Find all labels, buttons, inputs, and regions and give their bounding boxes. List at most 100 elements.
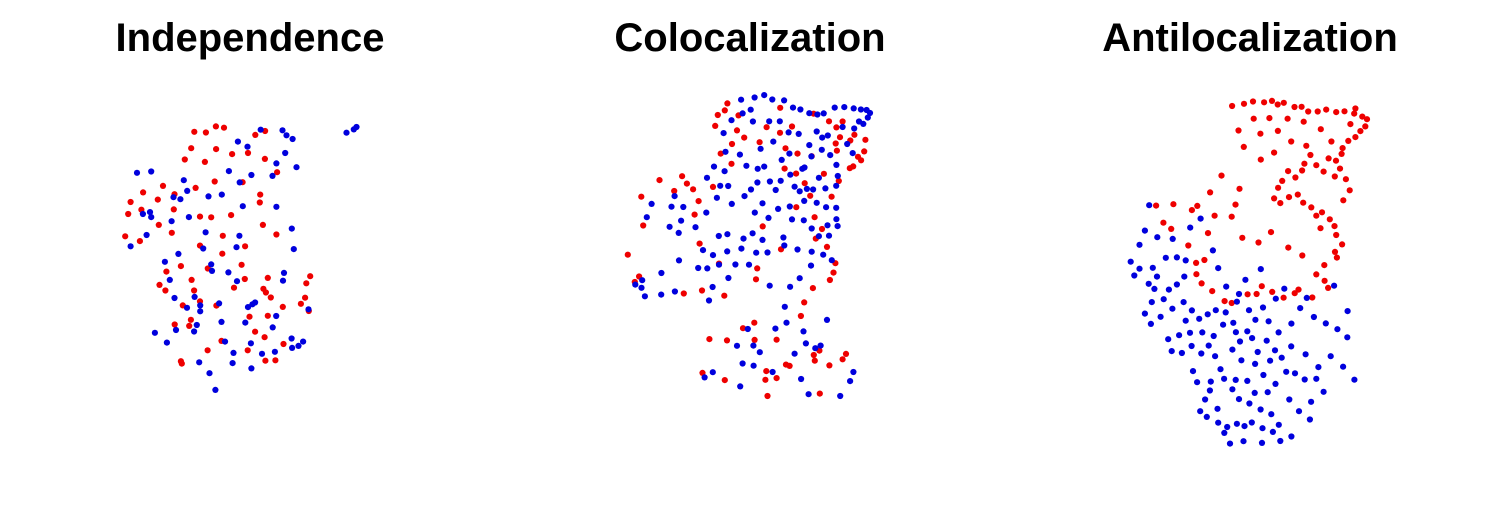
scatter-point	[1209, 247, 1216, 254]
scatter-point	[1186, 329, 1194, 336]
scatter-point	[781, 165, 788, 172]
scatter-point	[680, 290, 687, 297]
scatter-point	[1297, 305, 1304, 312]
scatter-point	[1197, 408, 1204, 415]
scatter-point	[675, 257, 683, 264]
scatter-point	[1315, 364, 1322, 371]
scatter-point	[701, 374, 708, 381]
scatter-point	[1187, 224, 1194, 231]
scatter-point	[1194, 379, 1201, 386]
scatter-point	[1331, 282, 1338, 289]
scatter-point	[1274, 127, 1281, 134]
scatter-point	[1339, 145, 1346, 152]
scatter-point	[824, 132, 831, 139]
scatter-point	[257, 191, 264, 198]
scatter-point	[1217, 366, 1224, 373]
scatter-point	[202, 229, 209, 236]
series-red	[1153, 97, 1371, 307]
scatter-point	[1189, 368, 1197, 375]
scatter-point	[1275, 329, 1282, 336]
scatter-point	[1302, 351, 1309, 358]
scatter-point	[833, 204, 840, 211]
scatter-point	[229, 360, 236, 367]
scatter-point	[154, 196, 161, 203]
scatter-point	[1221, 375, 1228, 382]
scatter-point	[1333, 109, 1340, 116]
scatter-point	[170, 206, 177, 213]
scatter-point	[794, 246, 801, 253]
scatter-point	[721, 168, 728, 175]
scatter-point	[1178, 349, 1185, 357]
scatter-point	[1277, 437, 1284, 445]
scatter-point	[788, 216, 796, 223]
scatter-point	[204, 347, 211, 354]
scatter-point	[1301, 160, 1308, 167]
scatter-point	[777, 104, 784, 111]
scatter-point	[1197, 215, 1204, 222]
scatter-point	[1261, 99, 1268, 106]
scatter-point	[1351, 376, 1358, 383]
scatter-point	[857, 106, 864, 113]
scatter-point	[791, 183, 798, 190]
scatter-point	[1180, 299, 1187, 306]
scatter-point	[280, 340, 287, 348]
scatter-point	[741, 134, 748, 141]
scatter-point	[720, 130, 727, 137]
scatter-point	[1165, 336, 1172, 343]
scatter-point	[850, 368, 857, 376]
scatter-point	[302, 294, 309, 301]
scatter-point	[741, 193, 748, 200]
scatter-point	[858, 157, 865, 164]
scatter-point	[680, 203, 687, 211]
scatter-point	[825, 232, 833, 239]
scatter-point	[1246, 400, 1253, 407]
scatter-point	[827, 152, 834, 159]
scatter-point	[775, 205, 782, 212]
scatter-point	[1313, 162, 1320, 169]
scatter-point	[725, 182, 732, 190]
scatter-point	[1232, 376, 1239, 383]
scatter-point	[683, 180, 690, 187]
scatter-point	[211, 178, 218, 185]
panel-colocalization: Colocalization	[500, 0, 1000, 509]
scatter-point	[761, 163, 768, 170]
scatter-point	[1347, 121, 1354, 128]
scatter-point	[1165, 286, 1172, 293]
scatter-point	[709, 283, 716, 291]
scatter-point	[678, 217, 685, 224]
scatter-point	[759, 236, 766, 243]
scatter-point	[248, 171, 255, 179]
scatter-point	[241, 275, 248, 283]
scatter-point	[756, 139, 763, 146]
scatter-point	[1250, 115, 1257, 122]
scatter-point	[1279, 177, 1286, 184]
scatter-point	[709, 183, 717, 190]
scatter-point	[1194, 202, 1201, 209]
scatter-point	[850, 105, 857, 112]
scatter-point	[1205, 342, 1212, 349]
scatter-point	[695, 198, 702, 205]
scatter-point	[754, 165, 761, 172]
scatter-point	[225, 269, 232, 276]
scatter-point	[797, 106, 804, 113]
scatter-point	[764, 249, 771, 256]
scatter-point	[1313, 212, 1320, 219]
scatter-point	[219, 232, 226, 239]
scatter-point	[795, 130, 802, 137]
scatter-point	[820, 110, 827, 117]
scatter-point	[791, 350, 798, 357]
scatter-point	[196, 359, 203, 366]
scatter-point	[1127, 258, 1134, 265]
scatter-point	[236, 179, 243, 186]
scatter-point	[1218, 172, 1225, 179]
scatter-point	[820, 170, 827, 177]
scatter-point	[1204, 230, 1212, 237]
scatter-point	[1310, 313, 1317, 321]
scatter-point	[1258, 283, 1265, 290]
scatter-point	[248, 365, 255, 372]
scatter-point	[739, 360, 746, 367]
scatter-point	[148, 214, 155, 221]
scatter-point	[289, 135, 296, 143]
scatter-point	[1352, 105, 1359, 112]
scatter-point	[136, 238, 143, 245]
